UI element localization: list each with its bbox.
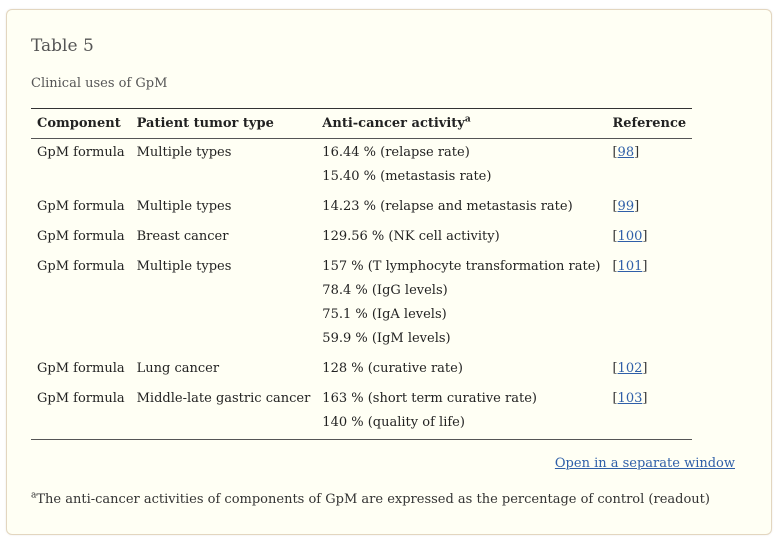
table-caption: Clinical uses of GpM	[31, 76, 168, 91]
table-row: GpM formula Middle-late gastric cancer 163…	[31, 385, 692, 440]
cell-component: GpM formula	[37, 199, 125, 214]
table-body: GpM formula Multiple types 16.44 % (relaps…	[31, 139, 692, 440]
cell-activity: 16.44 % (relapse rate) 15.40 % (metastasi…	[316, 139, 606, 194]
cell-reference: [103]	[612, 391, 648, 406]
cell-tumor-type: Multiple types	[136, 199, 232, 214]
table-footnote: aThe anti-cancer activities of component…	[31, 490, 710, 507]
activity-value: 78.4 % (IgG levels)	[322, 283, 448, 298]
activity-footnote-marker: a	[464, 114, 471, 125]
header-reference: Reference	[606, 108, 693, 139]
table-row: GpM formula Multiple types 14.23 % (relaps…	[31, 193, 692, 223]
table-title: Table 5	[31, 36, 94, 56]
cell-tumor-type: Middle-late gastric cancer	[136, 391, 311, 406]
cell-tumor-type: Breast cancer	[136, 229, 229, 244]
header-tumor-type: Patient tumor type	[130, 108, 317, 139]
activity-value: 157 % (T lymphocyte transformation rate)	[322, 259, 601, 274]
cell-component: GpM formula	[37, 229, 125, 244]
reference-link[interactable]: 98	[617, 145, 635, 160]
cell-reference: [99]	[612, 199, 640, 214]
header-component: Component	[31, 108, 131, 139]
footnote-marker: a	[31, 490, 37, 501]
cell-activity: 129.56 % (NK cell activity)	[316, 223, 606, 253]
table-panel: Table 5 Clinical uses of GpM Component P…	[6, 9, 772, 535]
cell-reference: [98]	[612, 145, 640, 160]
reference-link[interactable]: 103	[617, 391, 643, 406]
reference-link[interactable]: 102	[617, 361, 643, 376]
table-header-row: Component Patient tumor type Anti-cancer…	[31, 108, 693, 139]
activity-value: 75.1 % (IgA levels)	[322, 307, 447, 322]
footnote-text: The anti-cancer activities of components…	[36, 492, 710, 507]
cell-activity: 157 % (T lymphocyte transformation rate)…	[316, 253, 606, 355]
activity-value: 14.23 % (relapse and metastasis rate)	[322, 199, 573, 214]
cell-reference: [102]	[612, 361, 648, 376]
open-separate-window-link[interactable]: Open in a separate window	[554, 456, 735, 471]
activity-value: 129.56 % (NK cell activity)	[322, 229, 500, 244]
table-row: GpM formula Multiple types 16.44 % (relaps…	[31, 139, 692, 194]
activity-value: 59.9 % (IgM levels)	[322, 331, 451, 346]
header-activity: Anti-cancer activitya	[316, 108, 607, 139]
table-row: GpM formula Lung cancer 128 % (curative ra…	[31, 355, 692, 385]
activity-value: 163 % (short term curative rate)	[322, 391, 537, 406]
cell-activity: 14.23 % (relapse and metastasis rate)	[316, 193, 606, 223]
cell-reference: [101]	[612, 259, 648, 274]
table-row: GpM formula Multiple types 157 % (T lympho…	[31, 253, 692, 355]
cell-reference: [100]	[612, 229, 648, 244]
activity-value: 128 % (curative rate)	[322, 361, 463, 376]
activity-value: 140 % (quality of life)	[322, 415, 465, 430]
cell-tumor-type: Multiple types	[136, 259, 232, 274]
reference-link[interactable]: 101	[617, 259, 643, 274]
cell-component: GpM formula	[37, 145, 125, 160]
cell-activity: 163 % (short term curative rate) 140 % (q…	[316, 385, 606, 440]
activity-value: 16.44 % (relapse rate)	[322, 145, 470, 160]
cell-activity: 128 % (curative rate)	[316, 355, 606, 385]
cell-component: GpM formula	[37, 361, 125, 376]
activity-value: 15.40 % (metastasis rate)	[322, 169, 492, 184]
cell-tumor-type: Lung cancer	[136, 361, 220, 376]
cell-tumor-type: Multiple types	[136, 145, 232, 160]
reference-link[interactable]: 99	[617, 199, 635, 214]
cell-component: GpM formula	[37, 391, 125, 406]
clinical-uses-table: Component Patient tumor type Anti-cancer…	[31, 108, 693, 440]
reference-link[interactable]: 100	[617, 229, 643, 244]
cell-component: GpM formula	[37, 259, 125, 274]
table-row: GpM formula Breast cancer 129.56 % (NK cel…	[31, 223, 692, 253]
